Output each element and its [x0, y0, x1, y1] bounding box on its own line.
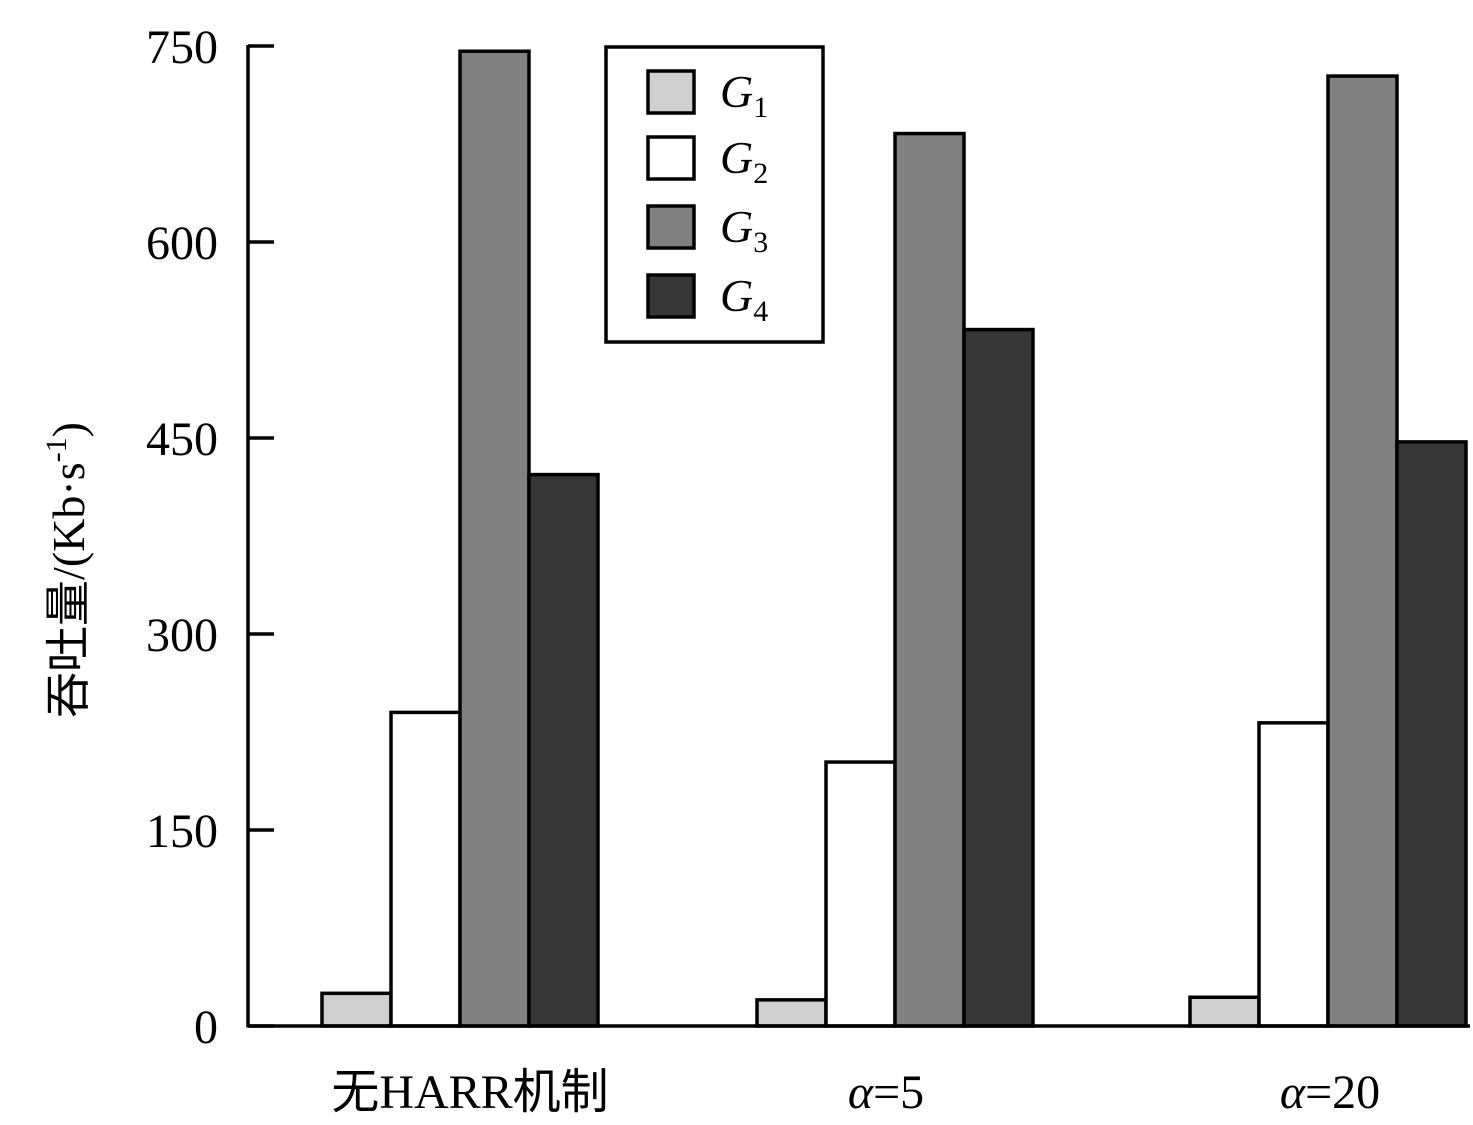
bar-g3-1: [893, 131, 966, 1028]
bar-g2-0: [389, 710, 462, 1028]
legend-swatch-g4: [646, 273, 696, 319]
y-tick-label-150: 150: [146, 805, 218, 858]
y-ticks-layer: 0 150 300 450 600 750: [146, 21, 274, 1054]
bar-g2-2: [1257, 721, 1330, 1028]
bar-g4-2: [1395, 440, 1468, 1028]
category-labels-layer: 无HARR机制 α=5 α=20: [331, 1066, 1380, 1119]
y-tick-label-300: 300: [146, 609, 218, 662]
y-tick-label-600: 600: [146, 217, 218, 270]
bar-g4-0: [527, 472, 600, 1028]
legend-label-g3: G3: [720, 201, 768, 259]
legend: G1 G2 G3 G4: [604, 45, 825, 344]
bar-g2-1: [824, 760, 897, 1028]
legend-box: [604, 45, 825, 344]
axes-layer: [246, 45, 1470, 1028]
bar-g1-2: [1188, 995, 1261, 1028]
bars-layer: [320, 49, 1468, 1028]
legend-label-g1: G1: [720, 66, 768, 124]
y-axis-label: 吞吐量/(Kb·s-1): [40, 422, 94, 718]
legend-swatch-g2: [646, 135, 696, 181]
y-tick-label-450: 450: [146, 413, 218, 466]
legend-swatch-g3: [646, 204, 696, 250]
bar-g1-1: [755, 998, 828, 1028]
legend-label-g4: G4: [720, 270, 768, 328]
bar-g1-0: [320, 991, 393, 1028]
y-tick-label-750: 750: [146, 21, 218, 74]
y-tick-label-0: 0: [194, 1001, 218, 1054]
bar-g3-0: [458, 49, 531, 1028]
y-axis-label-layer: 吞吐量/(Kb·s-1): [40, 422, 94, 718]
legend-swatch-g1: [646, 69, 696, 115]
bar-g3-2: [1326, 74, 1399, 1028]
x-category-label-2: α=20: [1280, 1066, 1380, 1119]
legend-label-g2: G2: [720, 132, 768, 190]
x-category-label-0: 无HARR机制: [331, 1066, 608, 1119]
bar-g4-1: [962, 327, 1035, 1028]
x-category-label-1: α=5: [848, 1066, 924, 1119]
